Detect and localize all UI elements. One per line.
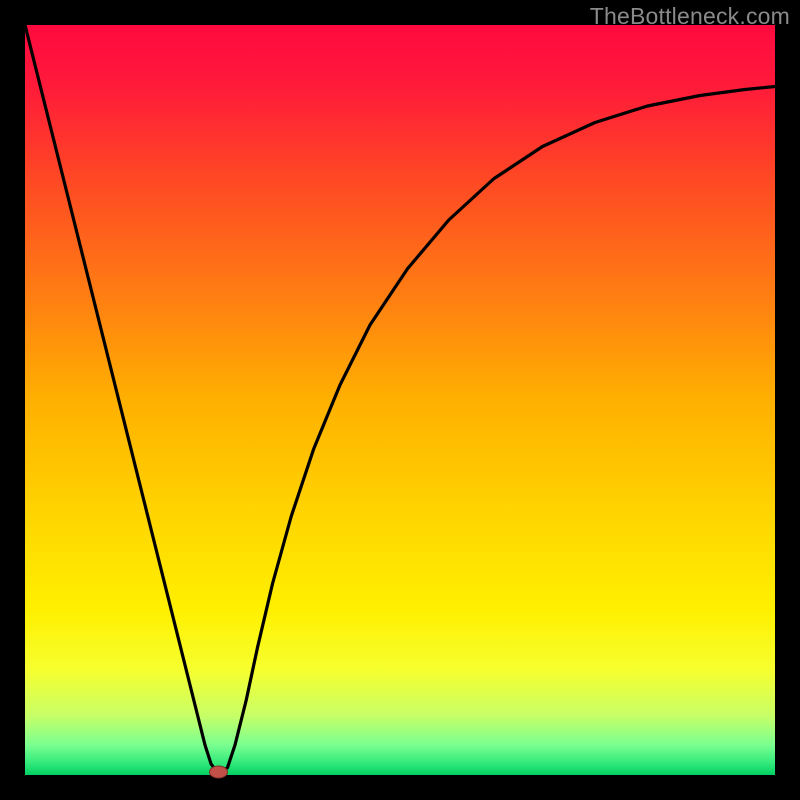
chart-svg xyxy=(0,0,800,800)
chart-canvas: TheBottleneck.com xyxy=(0,0,800,800)
minimum-marker xyxy=(210,766,228,778)
watermark-text: TheBottleneck.com xyxy=(590,3,790,30)
plot-background xyxy=(25,25,775,775)
